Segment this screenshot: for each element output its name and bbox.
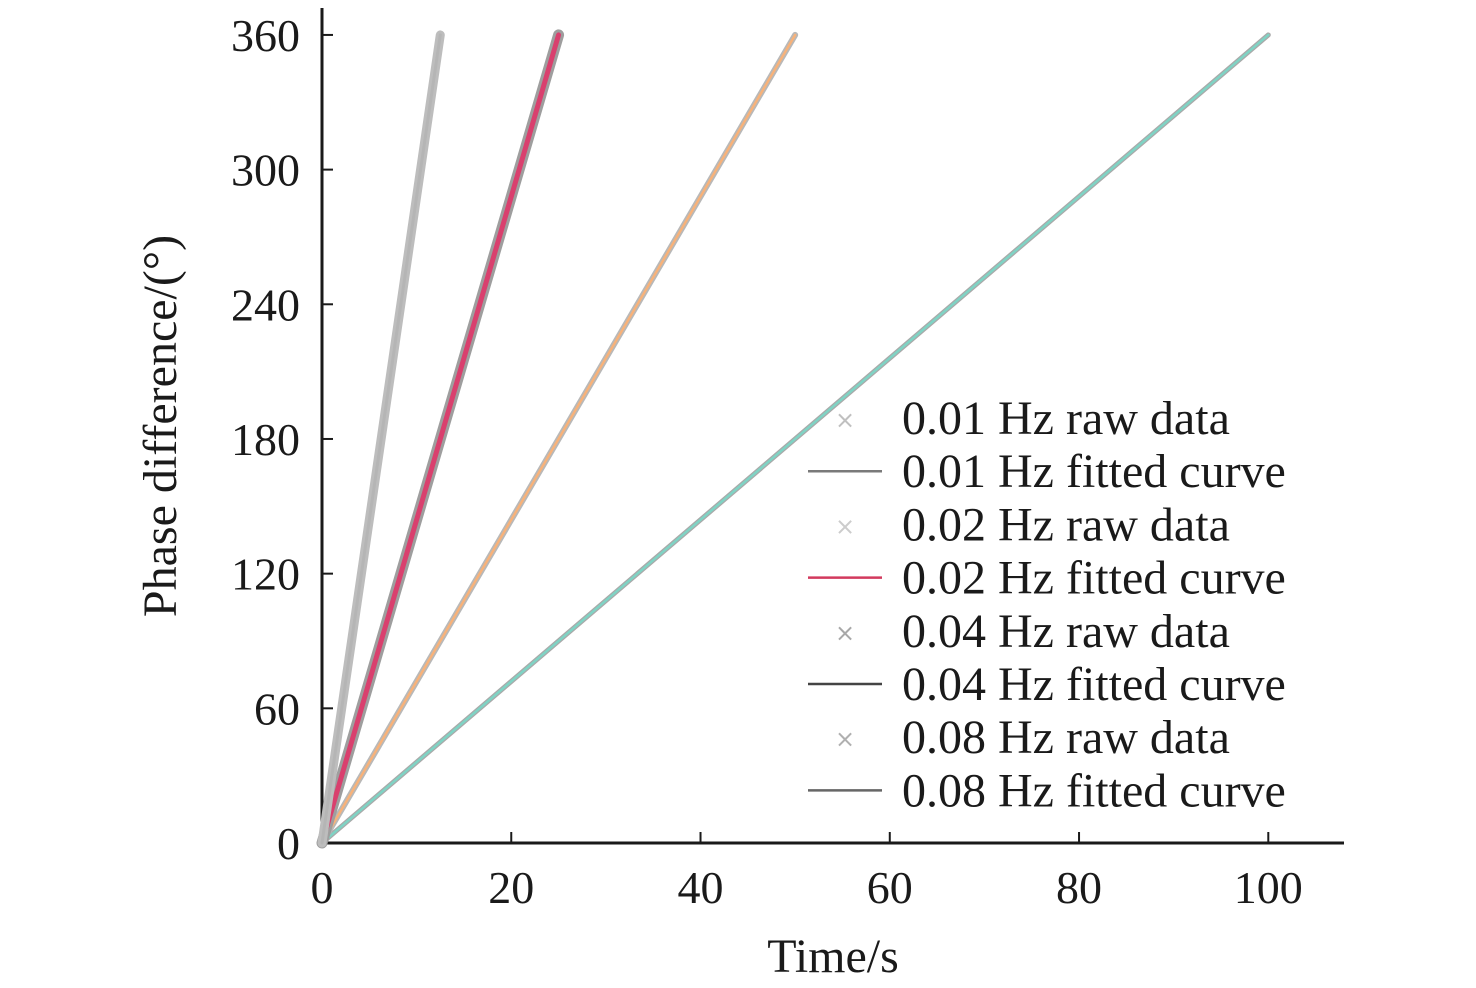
- legend-marker-swatch: ×: [835, 725, 855, 753]
- x-tick-label: 20: [488, 862, 534, 913]
- y-tick-label: 360: [231, 10, 300, 61]
- series-layer: [316, 29, 1271, 849]
- legend-label: 0.08 Hz raw data: [902, 711, 1230, 764]
- legend-label: 0.02 Hz fitted curve: [902, 552, 1286, 605]
- ticks: 0 20 40 60 80 100 0 60 120 180 240 300 360: [231, 10, 1303, 913]
- y-tick-label: 120: [231, 549, 300, 600]
- y-axis-label: Phase difference/(°): [134, 235, 187, 617]
- x-tick-label: 80: [1056, 862, 1102, 913]
- y-tick-label: 300: [231, 145, 300, 196]
- legend-label: 0.08 Hz fitted curve: [902, 764, 1286, 817]
- x-tick-label: 60: [867, 862, 913, 913]
- series-fitted-curve: [320, 33, 1270, 845]
- legend-label: 0.01 Hz fitted curve: [902, 445, 1286, 498]
- x-tick-label: 0: [311, 862, 334, 913]
- x-tick-label: 40: [678, 862, 724, 913]
- y-tick-label: 180: [231, 414, 300, 465]
- legend-label: 0.04 Hz fitted curve: [902, 658, 1286, 711]
- legend-label: 0.04 Hz raw data: [902, 605, 1230, 658]
- legend-marker-swatch: ×: [835, 406, 855, 434]
- series-fitted-curve: [320, 33, 797, 845]
- legend-marker-swatch: ×: [835, 512, 855, 540]
- series-fitted-curve: [320, 33, 442, 845]
- legend-label: 0.01 Hz raw data: [902, 392, 1230, 445]
- y-tick-label: 60: [254, 683, 300, 734]
- y-tick-label: 0: [277, 818, 300, 869]
- legend-marker-swatch: ×: [835, 619, 855, 647]
- series-fitted-curve: [319, 32, 562, 846]
- y-tick-label: 240: [231, 279, 300, 330]
- legend-label: 0.02 Hz raw data: [902, 498, 1230, 551]
- x-tick-label: 100: [1234, 862, 1303, 913]
- x-axis-label: Time/s: [767, 930, 899, 983]
